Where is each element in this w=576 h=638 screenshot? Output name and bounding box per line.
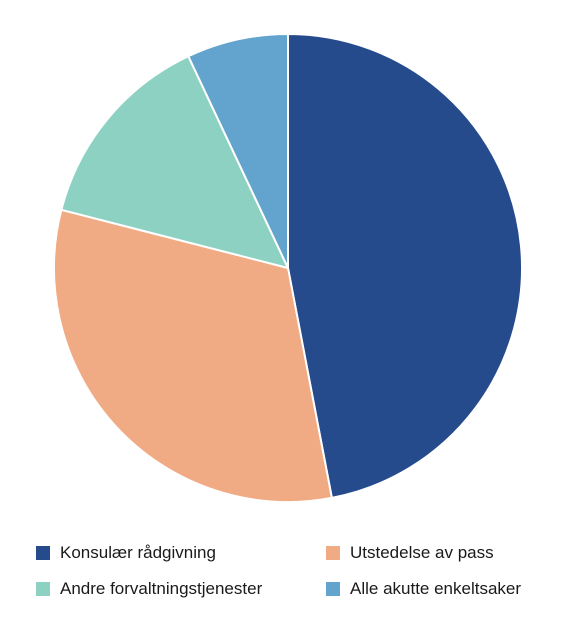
legend-label: Konsulær rådgivning <box>60 543 216 562</box>
legend-label: Utstedelse av pass <box>350 543 494 562</box>
legend-label: Alle akutte enkeltsaker <box>350 579 522 598</box>
pie-slices <box>53 33 524 503</box>
pie-slice-konsul-r-r-dgivning <box>287 33 524 499</box>
legend-swatch <box>36 582 50 596</box>
legend-item-alle-akutte-enkeltsaker: Alle akutte enkeltsaker <box>326 578 556 600</box>
legend-swatch <box>326 582 340 596</box>
legend-item-konsulaer-radgivning: Konsulær rådgivning <box>36 542 326 564</box>
pie-chart <box>53 33 524 503</box>
legend-swatch <box>326 546 340 560</box>
pie-slice-andre-forvaltningstjenester <box>60 55 289 269</box>
legend-item-utstedelse-av-pass: Utstedelse av pass <box>326 542 556 564</box>
legend-label: Andre forvaltningstjenester <box>60 579 263 598</box>
pie-slice-alle-akutte-enkeltsaker <box>187 33 289 269</box>
pie-slice-utstedelse-av-pass <box>53 208 333 503</box>
legend-swatch <box>36 546 50 560</box>
legend: Konsulær rådgivning Utstedelse av pass A… <box>36 542 556 600</box>
legend-item-andre-forvaltningstjenester: Andre forvaltningstjenester <box>36 578 326 600</box>
